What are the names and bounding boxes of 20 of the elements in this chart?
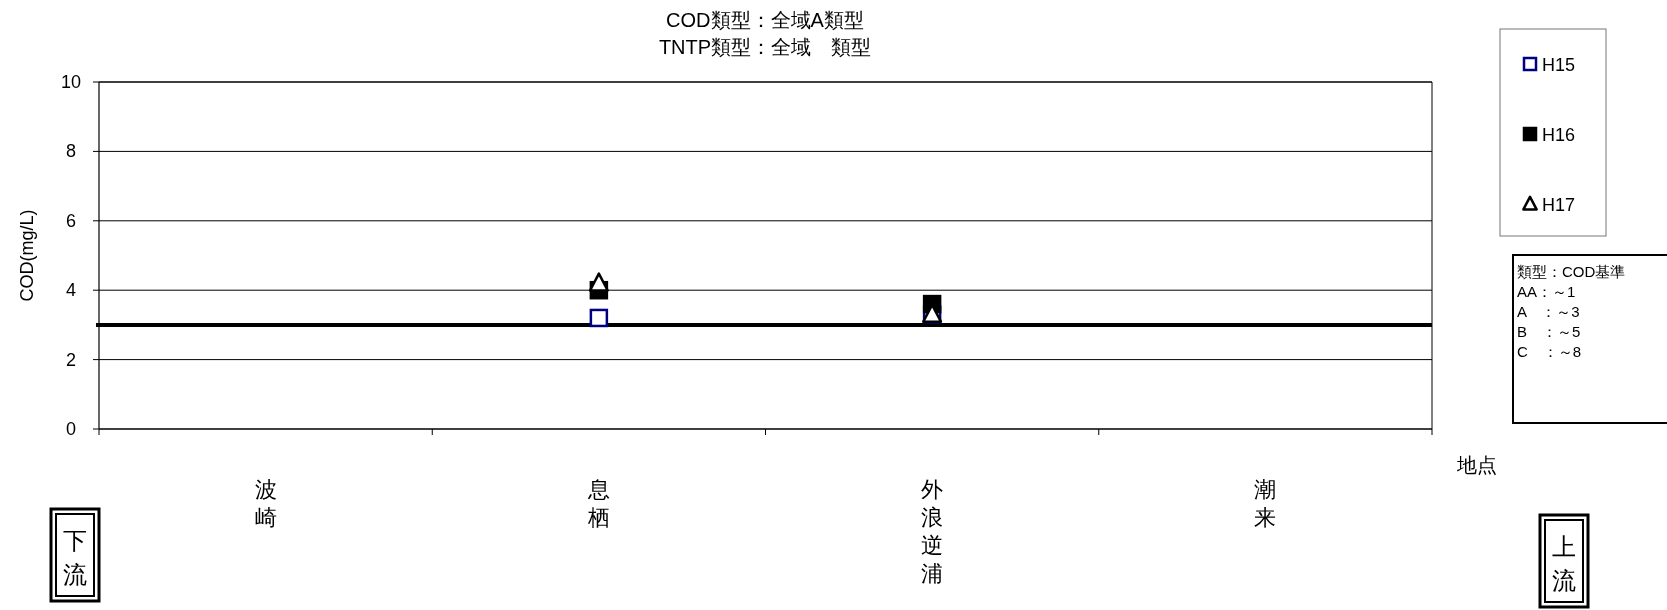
y-tick-label: 2 (65, 349, 77, 370)
text: 類型：COD基準 AA：～1 A ：～3 B ：～5 C ：～8 (1517, 263, 1626, 360)
x-axis-title: 地点 (1456, 454, 1497, 476)
chart-subtitle: TNTP類型：全域 類型 (658, 36, 872, 58)
x-tick-label: 潮来 (1254, 477, 1277, 530)
x-tick-label: 波崎 (254, 477, 277, 530)
legend-label: H17 (1542, 195, 1576, 215)
y-tick-label: 0 (65, 419, 77, 439)
boxed-label: 下流 (49, 507, 101, 603)
x-tick-label: 外浪逆浦 (921, 477, 944, 586)
x-tick-label: 息栖 (586, 477, 610, 530)
y-tick-label: 10 (60, 72, 82, 92)
y-axis-title: COD(mg/L) (17, 209, 37, 302)
chart-title: COD類型：全域A類型 (666, 9, 864, 31)
legend-label: H15 (1542, 55, 1576, 75)
y-tick-label: 4 (65, 280, 77, 301)
legend-label: H16 (1542, 125, 1576, 145)
boxed-label: 上流 (1538, 513, 1590, 609)
y-tick-label: 8 (65, 141, 77, 162)
y-tick-label: 6 (65, 210, 77, 231)
